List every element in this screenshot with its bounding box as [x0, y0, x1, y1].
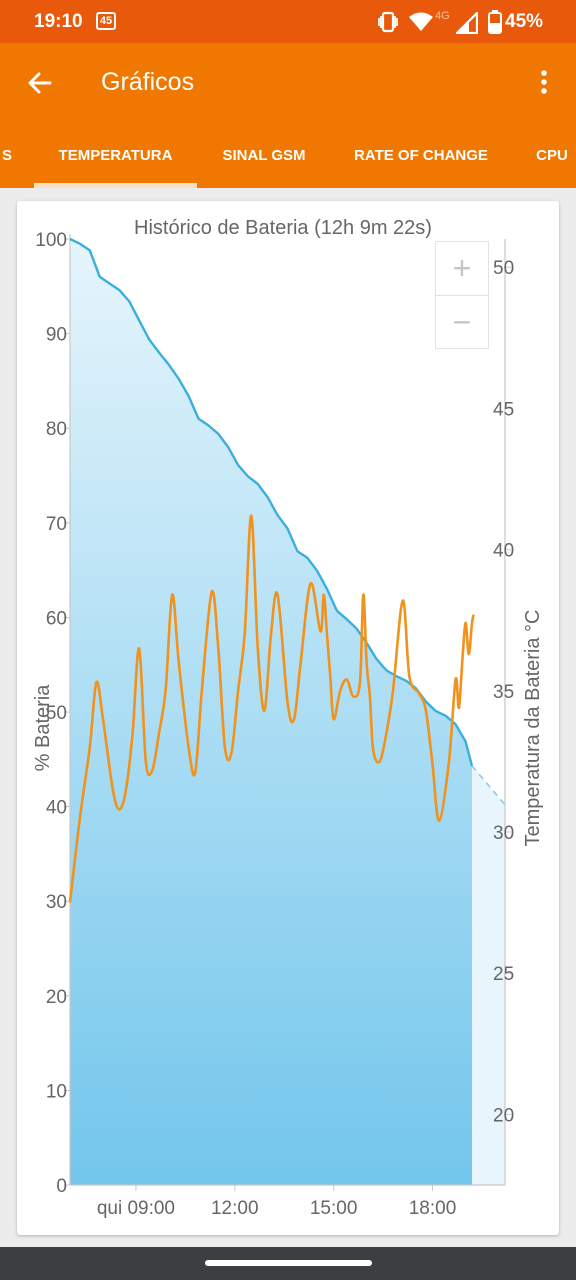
zoom-in-button[interactable]: + [436, 242, 488, 296]
app-bar: Gráficos S TEMPERATURA SINAL GSM RATE OF… [0, 43, 576, 188]
vibrate-icon [378, 11, 398, 33]
left-tick-label: 20 [46, 987, 67, 1008]
left-tick-label: 60 [46, 608, 67, 629]
tab-temperatura[interactable]: TEMPERATURA [34, 138, 197, 188]
right-tick-label: 25 [493, 964, 514, 985]
left-tick-label: 70 [46, 514, 67, 535]
home-gesture-handle[interactable] [205, 1260, 372, 1266]
left-tick-label: 90 [46, 325, 67, 346]
battery-percent: 45% [505, 11, 544, 32]
left-tick-label: 80 [46, 419, 67, 440]
left-axis-label: % Bateria [32, 684, 54, 772]
tab-bar: S TEMPERATURA SINAL GSM RATE OF CHANGE C… [0, 138, 576, 188]
chart-title: Histórico de Bateria (12h 9m 22s) [134, 217, 432, 239]
battery-icon [488, 10, 502, 34]
temperature-line [68, 514, 475, 903]
left-tick-label: 50 [46, 703, 67, 724]
right-axis-ticks: 50 45 40 35 30 25 20 [493, 258, 514, 1126]
left-tick-label: 30 [46, 892, 67, 913]
battery-area [70, 239, 472, 1185]
right-tick-label: 40 [493, 541, 514, 562]
zoom-out-button[interactable]: − [452, 304, 472, 340]
right-tick-label: 20 [493, 1105, 514, 1126]
overflow-menu-button[interactable] [530, 65, 558, 101]
left-tick-label: 40 [46, 798, 67, 819]
x-tick-label: 12:00 [211, 1198, 259, 1219]
battery-line [69, 237, 474, 767]
cell-signal-icon [456, 12, 478, 34]
left-tick-label: 100 [35, 230, 67, 251]
right-tick-label: 30 [493, 823, 514, 844]
x-tick-label: qui 09:00 [97, 1198, 175, 1219]
right-tick-label: 45 [493, 399, 514, 420]
status-bar: 19:10 45 4G 45% [0, 0, 576, 43]
status-time: 19:10 [34, 11, 83, 32]
left-tick-label: 10 [46, 1081, 67, 1102]
chart-card: 100 90 80 70 60 50 40 30 20 10 0 50 45 40 35 30 25 20 qu… [17, 201, 559, 1235]
right-tick-label: 35 [493, 682, 514, 703]
tab-rate-of-change[interactable]: RATE OF CHANGE [354, 147, 488, 164]
right-tick-label: 50 [493, 258, 514, 279]
right-axis-label: Temperatura da Bateria °C [522, 609, 544, 846]
navigation-bar [0, 1247, 576, 1280]
page-title: Gráficos [101, 68, 195, 96]
x-tick-label: 15:00 [310, 1198, 358, 1219]
projection-area [472, 765, 505, 1185]
network-type: 4G [435, 10, 450, 22]
back-button[interactable] [22, 65, 58, 101]
notification-badge-icon: 45 [96, 12, 116, 30]
tab-partial[interactable]: S [1, 147, 12, 164]
x-axis-ticks: qui 09:00 12:00 15:00 18:00 [97, 1185, 456, 1219]
wifi-icon [409, 12, 433, 31]
zoom-controls: + − [435, 241, 489, 349]
projection-line [471, 765, 506, 806]
tab-cpu[interactable]: CPU [536, 147, 568, 164]
tab-sinal-gsm[interactable]: SINAL GSM [222, 147, 306, 164]
more-vert-icon [541, 70, 547, 94]
arrow-back-icon [28, 72, 52, 94]
x-tick-label: 18:00 [409, 1198, 457, 1219]
left-tick-label: 0 [56, 1176, 67, 1197]
